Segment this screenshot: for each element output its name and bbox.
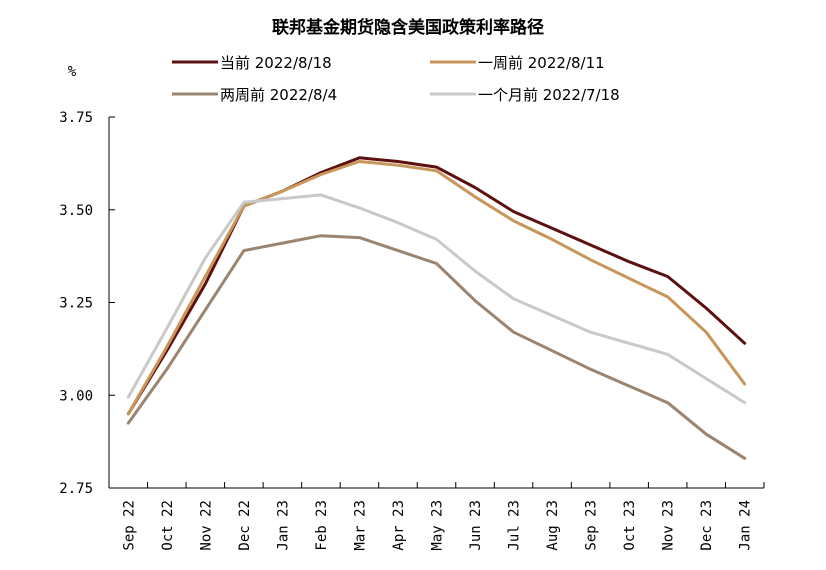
y-unit-label: % bbox=[68, 64, 77, 80]
legend-label: 当前 2022/8/18 bbox=[220, 54, 332, 72]
x-tick-label: Nov 22 bbox=[198, 500, 214, 551]
x-tick-label: Dec 22 bbox=[237, 500, 253, 551]
axes: 3.75 3.50 3.25 3.00 2.75 Sep 22 Oct 22 Nov 22 De… bbox=[59, 110, 765, 551]
x-tick-label: Sep 22 bbox=[121, 500, 137, 551]
y-tick-label: 3.50 bbox=[59, 203, 93, 219]
chart-title: 联邦基金期货隐含美国政策利率路径 bbox=[272, 17, 544, 38]
x-tick-label: Oct 23 bbox=[622, 500, 638, 551]
x-tick-label: Jan 24 bbox=[738, 500, 754, 551]
x-tick-label: May 23 bbox=[430, 500, 446, 551]
y-tick-label: 3.75 bbox=[59, 110, 93, 126]
series-line bbox=[126, 193, 747, 405]
x-tick-label: Dec 23 bbox=[699, 500, 715, 551]
legend-label: 两周前 2022/8/4 bbox=[220, 86, 337, 104]
legend-label: 一个月前 2022/7/18 bbox=[478, 86, 620, 104]
x-tick-label: Jul 23 bbox=[507, 500, 523, 551]
x-tick-label: Feb 23 bbox=[314, 500, 330, 551]
x-tick-label: Jun 23 bbox=[468, 500, 484, 551]
y-tick-label: 3.00 bbox=[59, 388, 93, 404]
x-tick-label: Mar 23 bbox=[352, 500, 368, 551]
y-tick-label: 3.25 bbox=[59, 296, 93, 312]
series-line bbox=[126, 160, 747, 416]
x-tick-label: Jan 23 bbox=[275, 500, 291, 551]
series-line bbox=[126, 234, 747, 460]
x-tick-label: Nov 23 bbox=[661, 500, 677, 551]
series-lines bbox=[126, 156, 747, 460]
x-tick-label: Sep 23 bbox=[584, 500, 600, 551]
legend-label: 一周前 2022/8/11 bbox=[478, 54, 605, 72]
y-tick-label: 2.75 bbox=[59, 481, 93, 497]
legend: 当前 2022/8/18 一周前 2022/8/11 两周前 2022/8/4 一个月… bbox=[172, 54, 620, 104]
x-tick-label: Oct 22 bbox=[160, 500, 176, 551]
x-tick-label: Apr 23 bbox=[391, 500, 407, 551]
x-tick-label: Aug 23 bbox=[545, 500, 561, 551]
